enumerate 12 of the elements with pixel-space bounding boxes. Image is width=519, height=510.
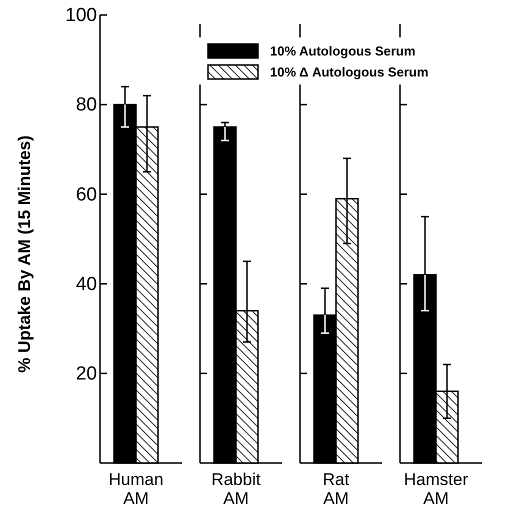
x-tick-label: Human AM bbox=[108, 470, 164, 508]
y-tick-label: 100 bbox=[65, 5, 97, 26]
x-tick-label: Hamster AM bbox=[404, 470, 468, 508]
y-tick-label: 40 bbox=[76, 274, 97, 295]
y-tick-label: 80 bbox=[76, 94, 97, 116]
x-tick-label: Rabbit AM bbox=[211, 470, 261, 508]
legend-label: 10% Δ Autologous Serum bbox=[270, 64, 428, 80]
y-tick-label: 60 bbox=[76, 184, 97, 206]
y-axis-title: % Uptake By AM (15 Minutes) bbox=[15, 135, 34, 373]
y-tick-label: 20 bbox=[76, 363, 97, 384]
legend-label: 10% Autologous Serum bbox=[270, 44, 416, 59]
x-tick-label: Rat AM bbox=[322, 470, 350, 508]
